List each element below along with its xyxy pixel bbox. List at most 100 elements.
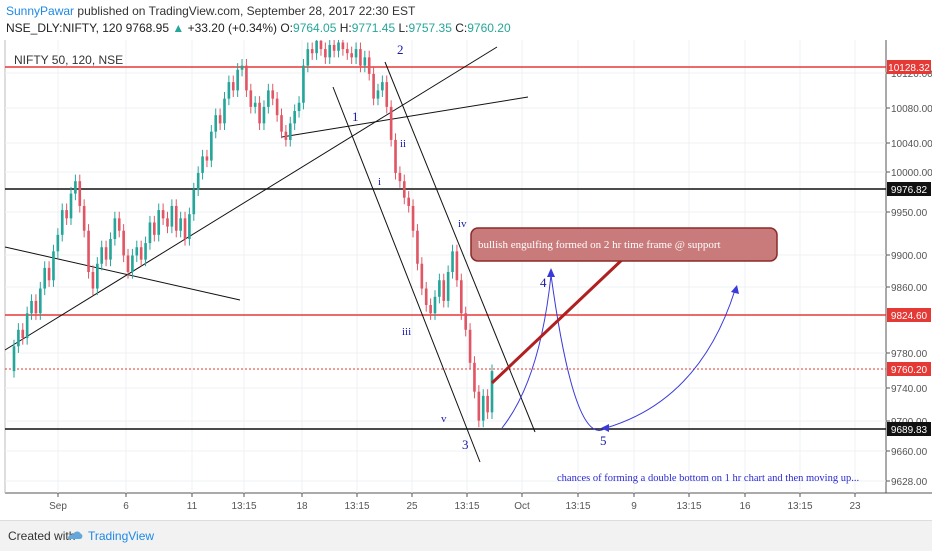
open-value: 9764.05 bbox=[293, 21, 337, 35]
candle-body bbox=[82, 205, 86, 231]
candle-body bbox=[117, 218, 121, 231]
price-change: +33.20 (+0.34%) bbox=[187, 21, 277, 35]
price-chart[interactable]: 10120.00 10080.00 10040.00 10000.00 9950.00 9… bbox=[0, 34, 932, 520]
candle-body bbox=[407, 197, 410, 206]
candle-body bbox=[424, 288, 428, 306]
candle-body bbox=[280, 115, 283, 132]
candle-body bbox=[315, 40, 318, 54]
high-label: H: bbox=[339, 21, 352, 35]
candle-body bbox=[30, 300, 33, 314]
candle-body bbox=[249, 90, 253, 107]
price-tick-label: 10040.00 bbox=[891, 139, 932, 150]
candle-body bbox=[446, 272, 450, 301]
candle-body bbox=[416, 230, 419, 264]
low-value: 9757.35 bbox=[408, 21, 452, 35]
chart-area[interactable]: 10120.00 10080.00 10040.00 10000.00 9950.00 9… bbox=[0, 34, 932, 520]
candle-body bbox=[258, 102, 261, 124]
candle-body bbox=[74, 181, 77, 194]
up-arrow-icon: ▲ bbox=[172, 21, 185, 35]
trendline-2[interactable] bbox=[281, 96, 529, 138]
candlesticks bbox=[12, 34, 494, 428]
candle-body bbox=[210, 131, 213, 161]
candle-body bbox=[363, 57, 367, 66]
candle-body bbox=[218, 115, 222, 124]
open-label: O: bbox=[280, 21, 294, 35]
channel-upper-line[interactable] bbox=[384, 61, 536, 433]
candle-body bbox=[223, 98, 226, 124]
candle-body bbox=[297, 102, 301, 112]
wave-label-3: 3 bbox=[462, 437, 469, 452]
candle-body bbox=[78, 181, 82, 206]
rising-trendline[interactable] bbox=[4, 46, 498, 351]
price-tick-label: 9628.00 bbox=[891, 477, 928, 488]
candle-body bbox=[91, 272, 95, 289]
tradingview-logo-icon bbox=[68, 531, 83, 539]
bottom-note: chances of forming a double bottom on 1 … bbox=[557, 473, 859, 484]
price-tag bbox=[887, 182, 931, 196]
candle-body bbox=[104, 247, 108, 260]
candle-body bbox=[455, 251, 459, 281]
candle-body bbox=[38, 288, 42, 314]
arrow-head-icon bbox=[547, 268, 555, 277]
candle-body bbox=[153, 222, 156, 235]
candle-body bbox=[271, 90, 275, 99]
high-value: 9771.45 bbox=[351, 21, 396, 35]
candle-body bbox=[148, 222, 152, 244]
annotation-box[interactable] bbox=[470, 227, 778, 262]
time-tick-label: 25 bbox=[406, 501, 418, 512]
price-tick-label: 9780.00 bbox=[891, 349, 928, 360]
price-tick-label: 9660.00 bbox=[891, 447, 928, 458]
price-tag-label: 9824.60 bbox=[891, 311, 928, 322]
falling-trendline-left[interactable] bbox=[4, 246, 241, 301]
price-tick-label: 10000.00 bbox=[891, 168, 932, 179]
candle-body bbox=[34, 300, 38, 314]
price-axis[interactable] bbox=[886, 40, 932, 493]
price-tag-label: 9689.83 bbox=[891, 425, 928, 436]
candle-body bbox=[385, 82, 389, 107]
candle-body bbox=[131, 255, 134, 273]
plot-background bbox=[5, 40, 886, 493]
time-tick-label: 13:15 bbox=[454, 501, 479, 512]
candle-body bbox=[477, 391, 481, 421]
candle-body bbox=[337, 42, 340, 51]
candle-body bbox=[468, 329, 472, 363]
candle-body bbox=[135, 247, 139, 256]
symbol-label: NSE_DLY:NIFTY, 120 bbox=[6, 21, 123, 35]
candle-body bbox=[52, 251, 55, 281]
candle-body bbox=[56, 234, 60, 252]
candle-body bbox=[139, 247, 143, 260]
time-tick-label: 13:15 bbox=[344, 501, 369, 512]
price-tick-label: 9860.00 bbox=[891, 283, 928, 294]
candle-body bbox=[267, 90, 270, 107]
wave-label-v: v bbox=[441, 413, 447, 425]
channel-lower-line[interactable] bbox=[332, 86, 481, 463]
candle-body bbox=[438, 280, 441, 297]
candle-body bbox=[288, 123, 292, 140]
time-tick-label: 18 bbox=[296, 501, 308, 512]
created-with-label: Created with bbox=[8, 529, 76, 543]
low-label: L: bbox=[398, 21, 409, 35]
price-tag bbox=[887, 362, 931, 376]
candle-body bbox=[96, 263, 99, 289]
candle-body bbox=[69, 193, 73, 219]
candle-body bbox=[319, 40, 323, 50]
close-value: 9760.20 bbox=[467, 21, 511, 35]
time-tick-label: Sep bbox=[49, 501, 67, 512]
wave-label-4: 4 bbox=[540, 275, 547, 290]
candle-body bbox=[170, 205, 174, 227]
candle-body bbox=[433, 296, 437, 314]
candle-body bbox=[293, 111, 296, 124]
author-link[interactable]: SunnyPawar bbox=[6, 4, 75, 18]
arrow-head-icon bbox=[601, 424, 609, 432]
candle-body bbox=[196, 172, 200, 190]
candle-body bbox=[231, 82, 235, 91]
candle-body bbox=[442, 280, 446, 301]
candle-body bbox=[402, 181, 406, 198]
candle-body bbox=[183, 218, 187, 239]
price-tag bbox=[887, 422, 931, 436]
close-label: C: bbox=[455, 21, 468, 35]
candle-body bbox=[12, 346, 16, 372]
price-tick-label: 9740.00 bbox=[891, 384, 928, 395]
tradingview-link[interactable]: TradingView bbox=[88, 529, 155, 543]
candle-body bbox=[192, 189, 196, 215]
